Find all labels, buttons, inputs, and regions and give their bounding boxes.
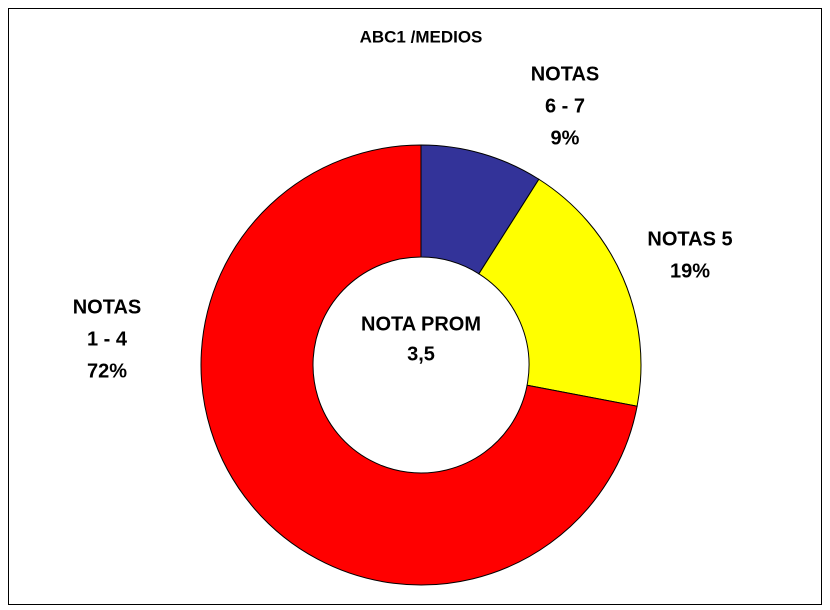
value-label: 19% [670, 260, 710, 282]
chart-title: ABC1 /MEDIOS [360, 27, 483, 46]
slice-label: NOTAS 5 [647, 228, 732, 250]
frame [8, 8, 822, 605]
donut-slice [478, 178, 642, 407]
value-label: 72% [87, 360, 127, 382]
donut-slice [200, 144, 638, 586]
center-label: NOTA PROM [361, 313, 481, 335]
slice-label: NOTAS [73, 296, 142, 318]
slice-label: 6 - 7 [545, 95, 585, 117]
slice-label: NOTAS [531, 63, 600, 85]
slice-label: 1 - 4 [87, 328, 128, 350]
value-label: 9% [551, 127, 580, 149]
center-label: 3,5 [407, 343, 435, 365]
